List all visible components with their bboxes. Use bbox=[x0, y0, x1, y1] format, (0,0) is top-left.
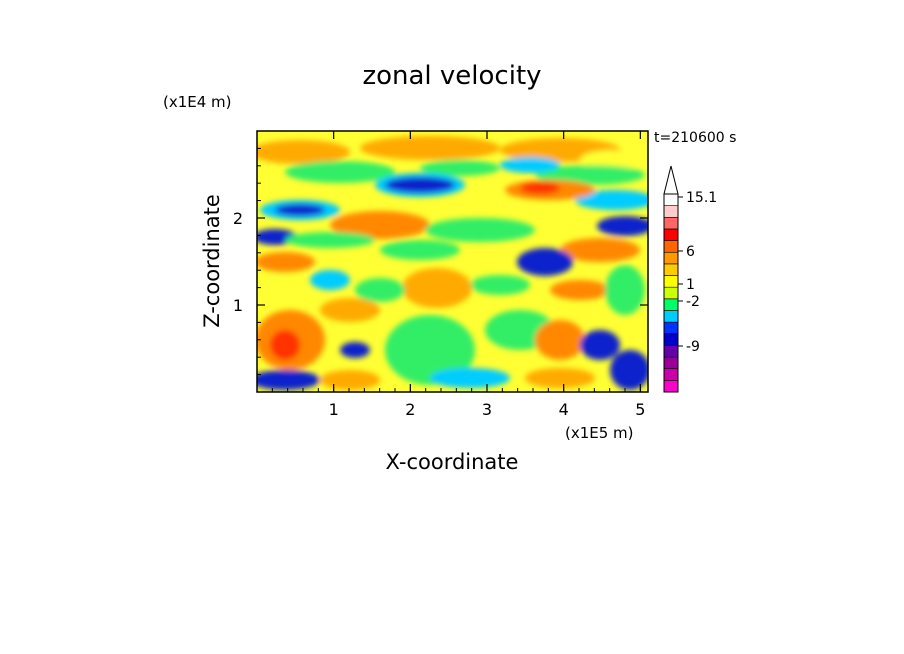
colorbar-segment bbox=[663, 286, 679, 300]
time-label: t=210600 s bbox=[654, 130, 736, 146]
y-tick-label: 1 bbox=[233, 296, 243, 315]
colorbar-segment bbox=[663, 251, 679, 265]
colorbar-segment bbox=[663, 275, 679, 288]
colorbar bbox=[663, 165, 679, 393]
colorbar-label: 6 bbox=[686, 244, 695, 260]
chart-title: zonal velocity bbox=[362, 61, 541, 91]
colorbar-label: 1 bbox=[686, 277, 695, 293]
x-tick-label: 3 bbox=[482, 400, 492, 419]
colorbar-frame bbox=[663, 193, 679, 393]
colorbar-segment bbox=[663, 333, 679, 346]
plot-frame bbox=[256, 130, 649, 393]
colorbar-segment bbox=[663, 216, 679, 230]
colorbar-segment bbox=[663, 228, 679, 241]
colorbar-segment bbox=[663, 298, 679, 311]
colorbar-label: -2 bbox=[686, 294, 700, 310]
colorbar-label: -9 bbox=[686, 339, 700, 355]
x-axis: 1 2 3 4 5 bbox=[271, 131, 645, 419]
colorbar-segment bbox=[663, 380, 679, 393]
y-unit-label: (x1E4 m) bbox=[163, 93, 232, 111]
colorbar-segment bbox=[663, 345, 679, 358]
x-tick-label: 4 bbox=[559, 400, 569, 419]
colorbar-segment bbox=[663, 321, 679, 335]
colorbar-label: 15.1 bbox=[686, 190, 717, 206]
colorbar-segment bbox=[663, 240, 679, 253]
contour-field bbox=[257, 131, 648, 392]
y-axis: 12 bbox=[233, 147, 648, 376]
colorbar-segment bbox=[663, 205, 679, 218]
x-unit-label: (x1E5 m) bbox=[565, 424, 634, 442]
y-tick-label: 2 bbox=[233, 209, 243, 228]
x-tick-label: 1 bbox=[329, 400, 339, 419]
x-axis-label: X-coordinate bbox=[386, 450, 519, 474]
colorbar-segment bbox=[663, 263, 679, 276]
colorbar-segment bbox=[663, 356, 679, 370]
x-tick-label: 5 bbox=[635, 400, 645, 419]
colorbar-segment bbox=[663, 193, 679, 206]
colorbar-extend-arrow bbox=[663, 165, 679, 195]
y-axis-label: Z-coordinate bbox=[200, 194, 224, 328]
colorbar-labels: 15.1 6 1-2 -9 bbox=[678, 190, 717, 355]
x-tick-label: 2 bbox=[405, 400, 415, 419]
colorbar-segment bbox=[663, 368, 679, 381]
colorbar-segment bbox=[663, 310, 679, 323]
